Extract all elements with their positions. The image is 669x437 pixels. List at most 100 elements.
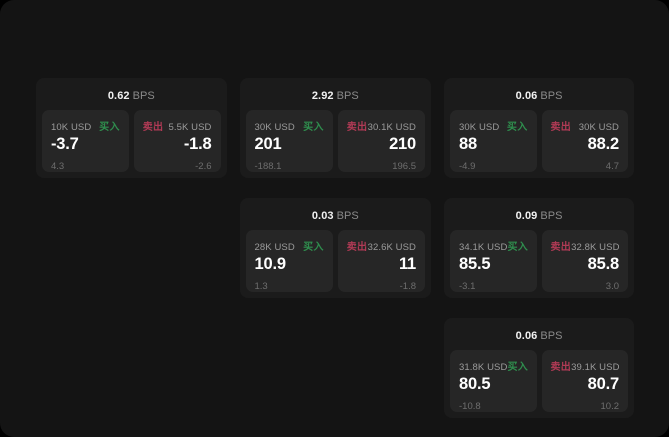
sell-side-label: 卖出 [550, 242, 572, 253]
sell-panel[interactable]: 卖出 5.5K USD -1.8 -2.6 [133, 110, 221, 172]
buy-side-label: 买入 [507, 242, 529, 253]
buy-delta: 1.3 [254, 280, 268, 292]
sell-panel-header: 卖出 5.5K USD [142, 118, 212, 133]
spread-card-board: 0.62 BPS 10K USD 买入 -3.7 4.3 卖出 [36, 78, 634, 418]
sell-delta: 196.5 [392, 160, 416, 172]
card-column-1: 2.92 BPS 30K USD 买入 201 -188.1 卖出 [239, 78, 431, 298]
spread-value: 0.03 [311, 210, 334, 222]
sell-panel-header: 卖出 30K USD [550, 118, 620, 133]
buy-panel[interactable]: 34.1K USD 买入 85.5 -3.1 [450, 230, 537, 292]
card-panels: 31.8K USD 买入 80.5 -10.8 卖出 39.1K USD 80.… [450, 350, 628, 412]
spread-card[interactable]: 0.09 BPS 34.1K USD 买入 85.5 -3.1 卖出 [444, 198, 634, 298]
sell-delta: -2.6 [195, 160, 212, 172]
card-panels: 34.1K USD 买入 85.5 -3.1 卖出 32.8K USD 85.8… [450, 230, 628, 292]
buy-delta: -4.9 [459, 160, 476, 172]
sell-panel-header: 卖出 32.6K USD [346, 238, 416, 253]
spread-card[interactable]: 0.03 BPS 28K USD 买入 10.9 1.3 卖出 [239, 198, 431, 298]
sell-size-label: 32.6K USD [367, 242, 416, 253]
buy-panel-header: 28K USD 买入 [254, 238, 324, 253]
card-column-2: 0.06 BPS 30K USD 买入 88 -4.9 卖出 [444, 78, 634, 418]
card-panels: 30K USD 买入 201 -188.1 卖出 30.1K USD 210 1… [245, 110, 425, 172]
sell-side-label: 卖出 [142, 122, 164, 133]
sell-panel[interactable]: 卖出 32.6K USD 11 -1.8 [337, 230, 425, 292]
sell-delta: 3.0 [605, 280, 619, 292]
buy-delta: -3.1 [459, 280, 476, 292]
sell-side-label: 卖出 [346, 122, 368, 133]
spread-value: 2.92 [311, 90, 334, 102]
spread-value: 0.09 [515, 210, 538, 222]
card-header: 0.06 BPS [450, 85, 628, 110]
sell-size-label: 32.8K USD [571, 242, 620, 253]
buy-panel-header: 10K USD 买入 [51, 118, 120, 133]
buy-delta: -10.8 [459, 400, 481, 412]
card-column-0: 0.62 BPS 10K USD 买入 -3.7 4.3 卖出 [36, 78, 227, 178]
spread-card[interactable]: 2.92 BPS 30K USD 买入 201 -188.1 卖出 [239, 78, 431, 178]
buy-panel[interactable]: 30K USD 买入 201 -188.1 [245, 110, 333, 172]
buy-panel[interactable]: 31.8K USD 买入 80.5 -10.8 [450, 350, 537, 412]
card-header: 2.92 BPS [246, 85, 426, 110]
buy-side-label: 买入 [303, 242, 324, 253]
spread-unit: BPS [336, 90, 359, 102]
sell-size-label: 39.1K USD [571, 362, 620, 373]
buy-side-label: 买入 [303, 122, 324, 133]
sell-panel-header: 卖出 39.1K USD [550, 358, 620, 373]
buy-price: 10.9 [254, 255, 287, 273]
spread-card[interactable]: 0.62 BPS 10K USD 买入 -3.7 4.3 卖出 [36, 78, 227, 178]
buy-price: 85.5 [459, 255, 491, 273]
spread-unit: BPS [540, 90, 563, 102]
buy-size-label: 10K USD [51, 122, 92, 133]
buy-size-label: 30K USD [459, 122, 500, 133]
card-header: 0.09 BPS [450, 205, 628, 230]
buy-panel-header: 34.1K USD 买入 [459, 238, 529, 253]
sell-size-label: 5.5K USD [168, 122, 212, 133]
buy-delta: 4.3 [51, 160, 65, 172]
sell-price: 85.8 [587, 255, 620, 273]
spread-value: 0.06 [515, 90, 538, 102]
sell-delta: 4.7 [605, 160, 619, 172]
spread-value: 0.62 [107, 90, 130, 102]
sell-side-label: 卖出 [550, 122, 572, 133]
spread-card[interactable]: 0.06 BPS 30K USD 买入 88 -4.9 卖出 [444, 78, 634, 178]
sell-panel-header: 卖出 30.1K USD [346, 118, 416, 133]
sell-price: 210 [389, 135, 416, 153]
sell-size-label: 30.1K USD [367, 122, 416, 133]
buy-size-label: 31.8K USD [459, 362, 508, 373]
sell-panel[interactable]: 卖出 30K USD 88.2 4.7 [541, 110, 628, 172]
card-panels: 30K USD 买入 88 -4.9 卖出 30K USD 88.2 4.7 [450, 110, 628, 172]
sell-price: 80.7 [587, 375, 620, 393]
buy-price: -3.7 [51, 135, 79, 153]
sell-panel[interactable]: 卖出 39.1K USD 80.7 10.2 [541, 350, 628, 412]
spread-value: 0.06 [515, 330, 538, 342]
buy-panel[interactable]: 10K USD 买入 -3.7 4.3 [42, 110, 129, 172]
sell-panel[interactable]: 卖出 30.1K USD 210 196.5 [337, 110, 425, 172]
buy-panel-header: 30K USD 买入 [255, 118, 324, 133]
card-panels: 10K USD 买入 -3.7 4.3 卖出 5.5K USD -1.8 -2.… [42, 110, 221, 172]
buy-panel[interactable]: 30K USD 买入 88 -4.9 [450, 110, 537, 172]
sell-delta: -1.8 [399, 280, 416, 292]
card-header: 0.03 BPS [246, 205, 426, 230]
buy-side-label: 买入 [506, 122, 528, 133]
buy-size-label: 34.1K USD [459, 242, 508, 253]
buy-size-label: 28K USD [254, 242, 295, 253]
buy-price: 88 [459, 135, 477, 153]
sell-panel[interactable]: 卖出 32.8K USD 85.8 3.0 [541, 230, 628, 292]
sell-side-label: 卖出 [346, 242, 368, 253]
spread-card[interactable]: 0.06 BPS 31.8K USD 买入 80.5 -10.8 卖出 [444, 318, 634, 418]
buy-side-label: 买入 [507, 362, 529, 373]
card-panels: 28K USD 买入 10.9 1.3 卖出 32.6K USD 11 -1.8 [245, 230, 425, 292]
spread-unit: BPS [132, 90, 155, 102]
buy-side-label: 买入 [99, 122, 120, 133]
buy-price: 201 [254, 135, 282, 153]
sell-panel-header: 卖出 32.8K USD [550, 238, 620, 253]
buy-delta: -188.1 [254, 160, 282, 172]
spread-unit: BPS [540, 330, 563, 342]
sell-side-label: 卖出 [550, 362, 572, 373]
buy-panel-header: 31.8K USD 买入 [459, 358, 529, 373]
buy-panel-header: 30K USD 买入 [459, 118, 528, 133]
sell-delta: 10.2 [600, 400, 620, 412]
sell-price: 88.2 [587, 135, 620, 153]
spread-unit: BPS [336, 210, 359, 222]
buy-panel[interactable]: 28K USD 买入 10.9 1.3 [245, 230, 333, 292]
sell-size-label: 30K USD [578, 122, 619, 133]
